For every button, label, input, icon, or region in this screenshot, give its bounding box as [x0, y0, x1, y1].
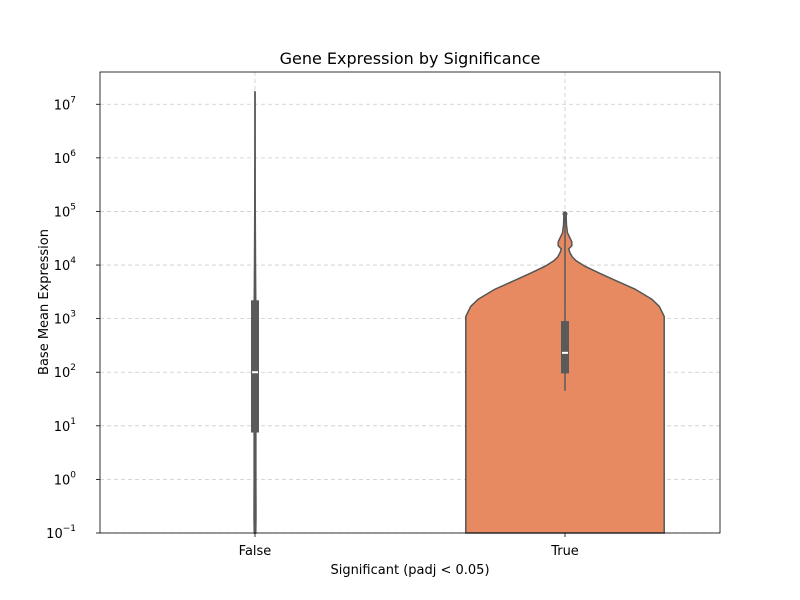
median-true: [562, 351, 568, 354]
iqr-box-true: [561, 321, 569, 374]
max-point-true: [562, 211, 568, 217]
y-tick-label: 102: [54, 363, 76, 381]
median-false: [252, 371, 258, 374]
x-axis-label: Significant (padj < 0.05): [330, 563, 489, 578]
y-tick-label: 104: [54, 256, 77, 274]
x-axis-ticks: False True: [239, 533, 579, 559]
chart-title: Gene Expression by Significance: [280, 49, 541, 68]
violins: [251, 91, 665, 534]
y-tick-label: 103: [54, 310, 76, 328]
x-tick-label: True: [550, 544, 579, 559]
plot-frame: [99, 71, 721, 534]
y-tick-label: 107: [54, 95, 76, 113]
y-tick-label: 106: [54, 149, 77, 167]
x-tick-label: False: [239, 544, 272, 559]
y-tick-label: 10−1: [46, 524, 76, 542]
y-axis-ticks: 10−1 100 101 102 103 104 105 106 107: [46, 95, 100, 542]
y-tick-label: 105: [54, 202, 76, 220]
iqr-box-false: [251, 300, 259, 433]
y-tick-label: 101: [54, 417, 76, 435]
y-tick-label: 100: [54, 470, 77, 488]
y-axis-label: Base Mean Expression: [37, 229, 52, 375]
